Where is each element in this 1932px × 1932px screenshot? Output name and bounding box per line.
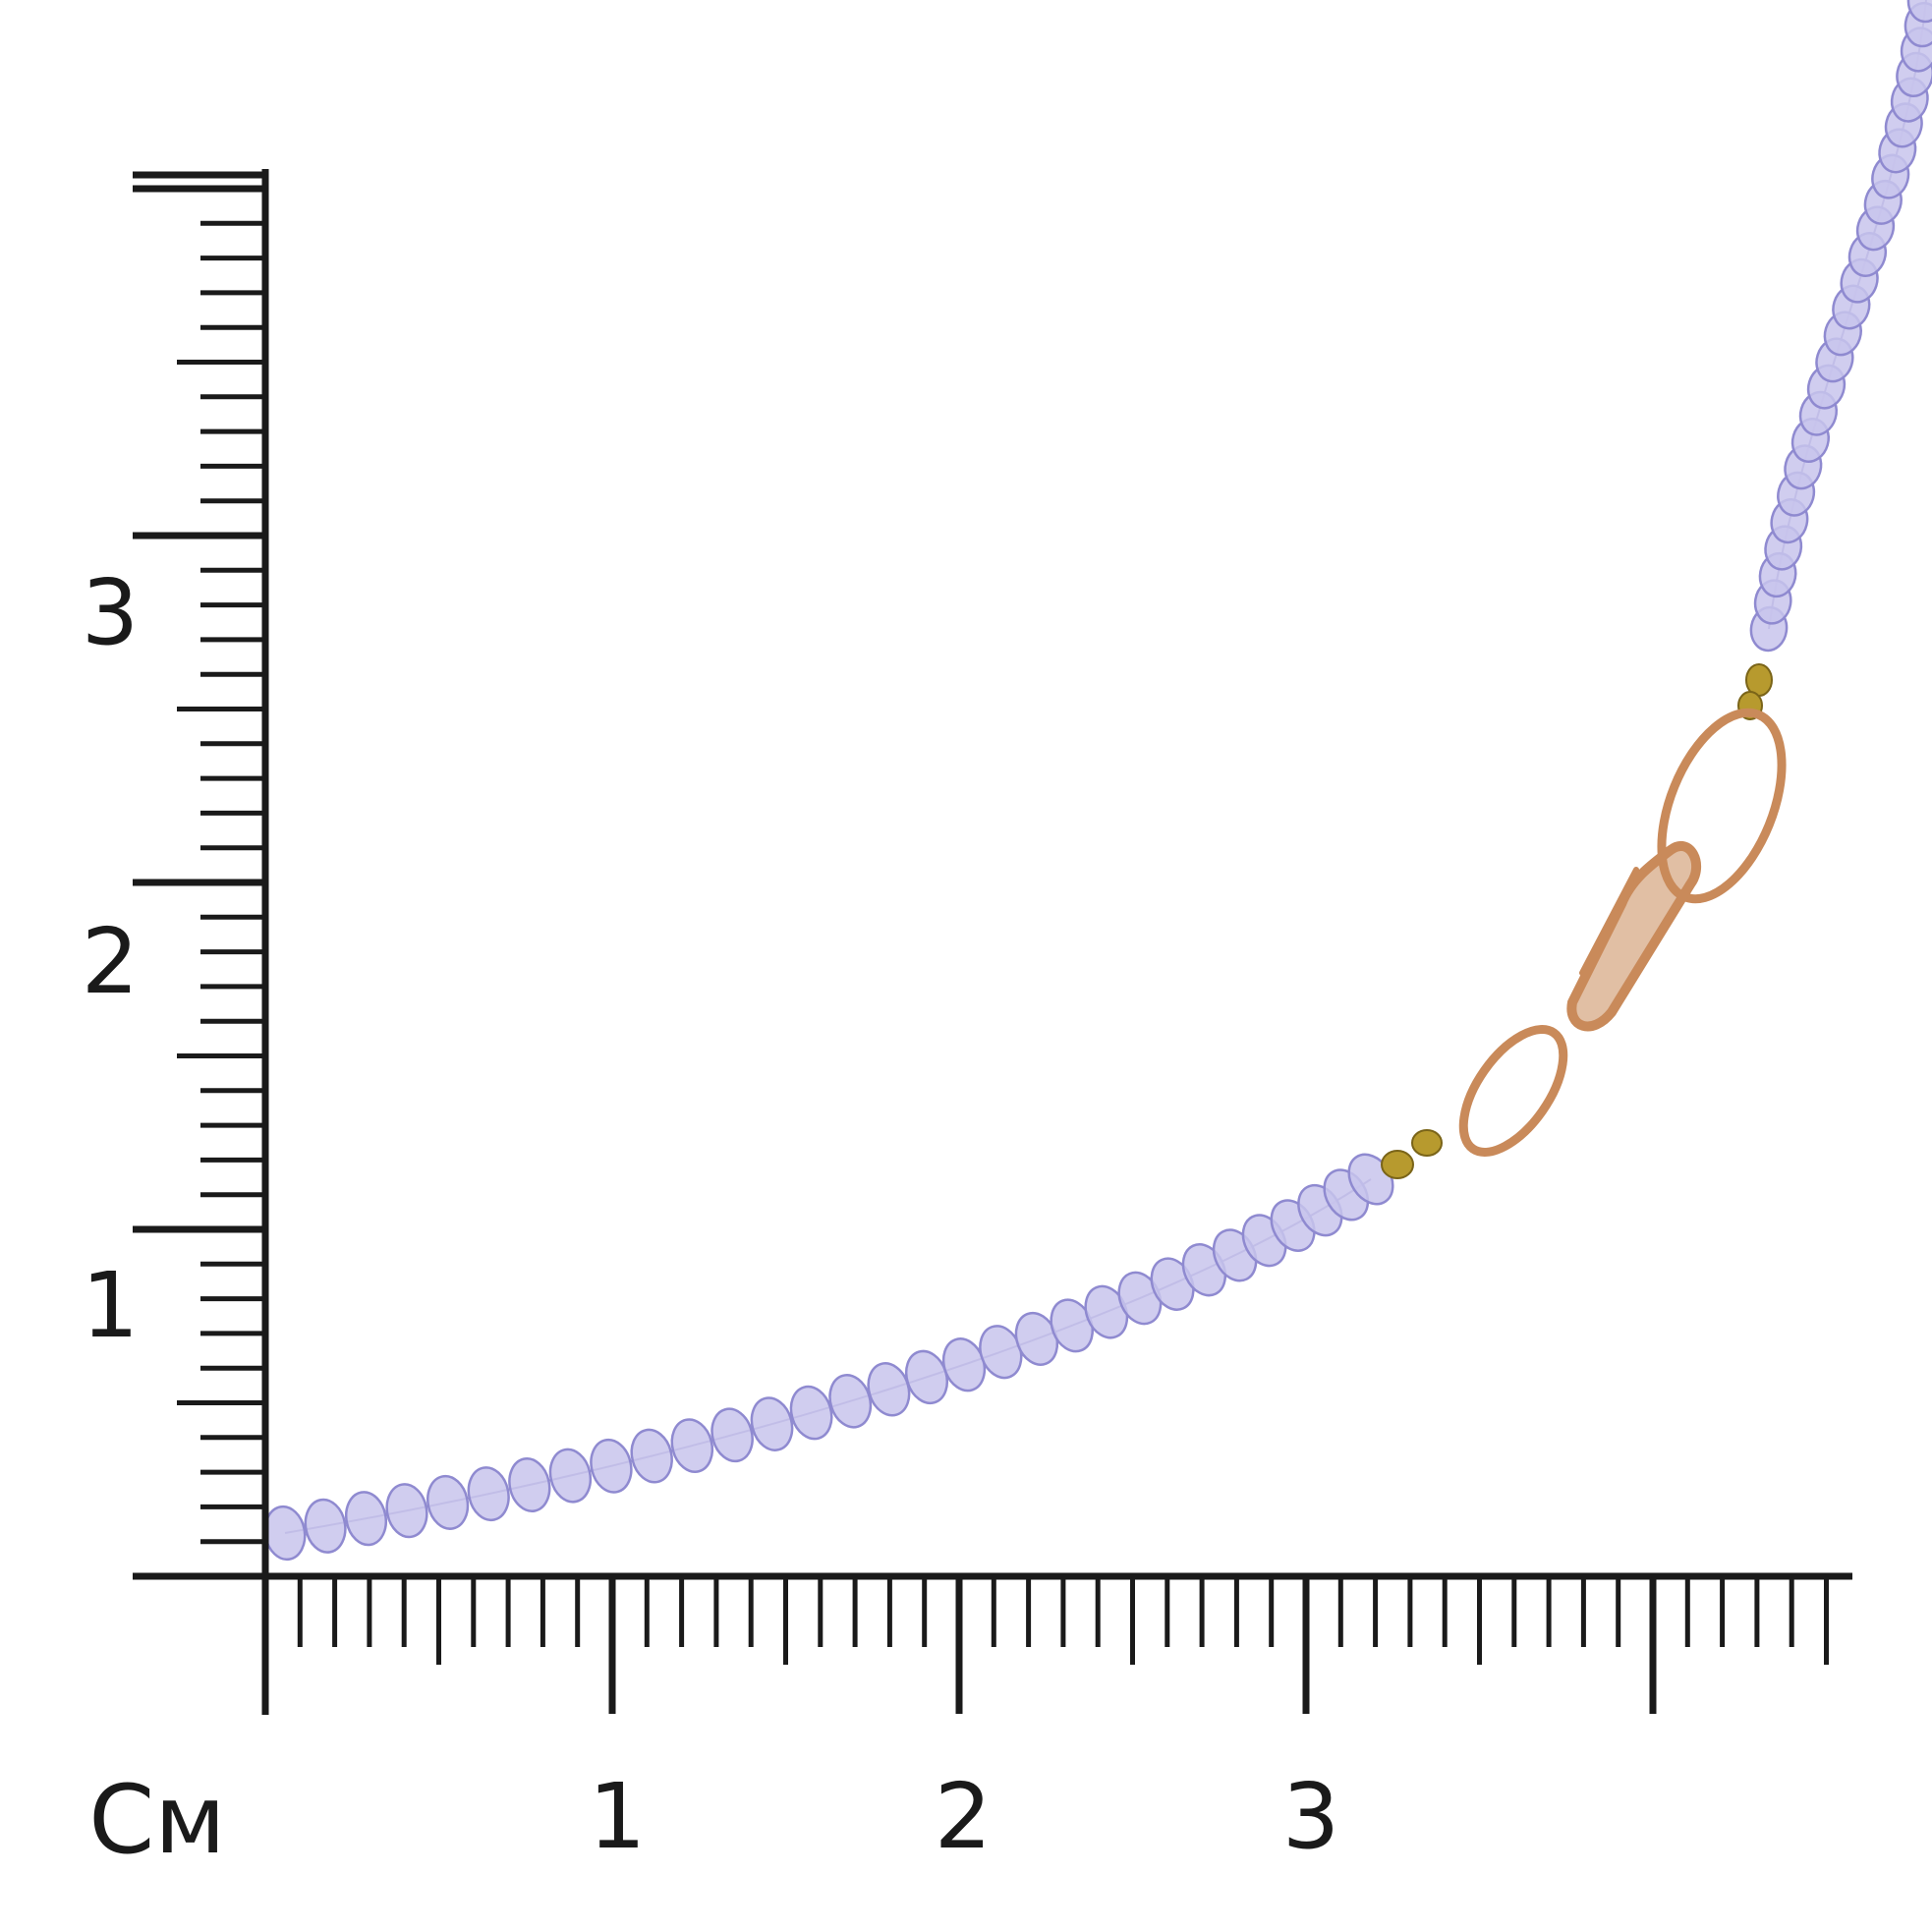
lobster-clasp — [1458, 708, 1787, 1157]
gold-spacer-lower — [1381, 1129, 1443, 1179]
bead — [630, 1428, 673, 1484]
bead — [508, 1457, 551, 1512]
bead — [548, 1448, 593, 1504]
bead — [1906, 0, 1932, 24]
clasp-body — [1566, 841, 1702, 1032]
necklace-photo — [263, 0, 1932, 1562]
bead — [789, 1385, 833, 1441]
bead — [344, 1491, 388, 1547]
cm-ruler: 1 2 3 1 2 3 См — [82, 169, 1852, 1875]
bead — [710, 1407, 754, 1463]
bead — [590, 1438, 633, 1494]
ruler-unit-label: См — [88, 1765, 225, 1875]
bead — [750, 1396, 794, 1451]
clasp-tag-ring — [1458, 1025, 1568, 1157]
ruler-x-label-2: 2 — [935, 1764, 993, 1869]
ruler-y-label-2: 2 — [82, 909, 140, 1014]
clasp-lever — [1579, 867, 1639, 976]
bead-strand — [263, 0, 1932, 1562]
ruler-x-label-1: 1 — [589, 1764, 647, 1869]
bead — [304, 1498, 347, 1554]
bead — [467, 1466, 510, 1522]
ruler-y-label-1: 1 — [82, 1253, 140, 1358]
ruler-y-label-3: 3 — [82, 560, 140, 665]
ruler-x-label-3: 3 — [1282, 1764, 1340, 1869]
bead — [385, 1483, 428, 1539]
ruler-y-ticks — [133, 171, 265, 1545]
bead — [670, 1418, 714, 1473]
bead — [426, 1474, 470, 1530]
ruler-x-ticks — [297, 1576, 1829, 1714]
